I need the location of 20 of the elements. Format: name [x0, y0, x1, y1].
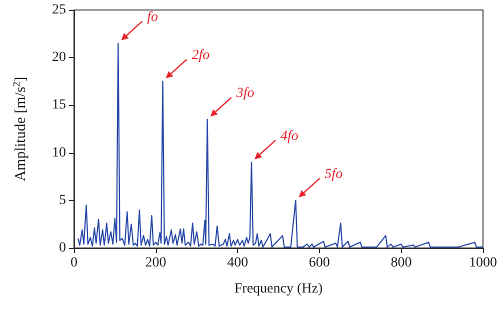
- annotation: 2fo: [192, 48, 210, 63]
- annotation: 4fo: [280, 128, 298, 144]
- y-tick-label: 5: [59, 192, 66, 208]
- y-tick-label: 20: [52, 50, 66, 66]
- y-tick-label: 0: [59, 240, 66, 256]
- y-tick-label: 15: [52, 98, 66, 113]
- x-tick-label: 1000: [469, 256, 497, 270]
- x-tick-label: 200: [145, 256, 166, 270]
- x-tick-label: 400: [227, 256, 248, 270]
- y-tick-label: 25: [52, 2, 66, 18]
- x-tick-label: 0: [70, 256, 78, 270]
- y-axis-title: Amplitude [m/s2]: [12, 76, 29, 182]
- x-tick-label: 600: [308, 256, 330, 270]
- annotation: 3fo: [235, 86, 254, 101]
- y-tick-label: 10: [52, 145, 66, 160]
- x-axis-title: Frequency (Hz): [234, 282, 323, 296]
- annotation: fo: [147, 10, 158, 25]
- annotation: 5fo: [324, 166, 343, 182]
- line-series: [77, 42, 484, 248]
- x-tick-label: 800: [390, 256, 412, 270]
